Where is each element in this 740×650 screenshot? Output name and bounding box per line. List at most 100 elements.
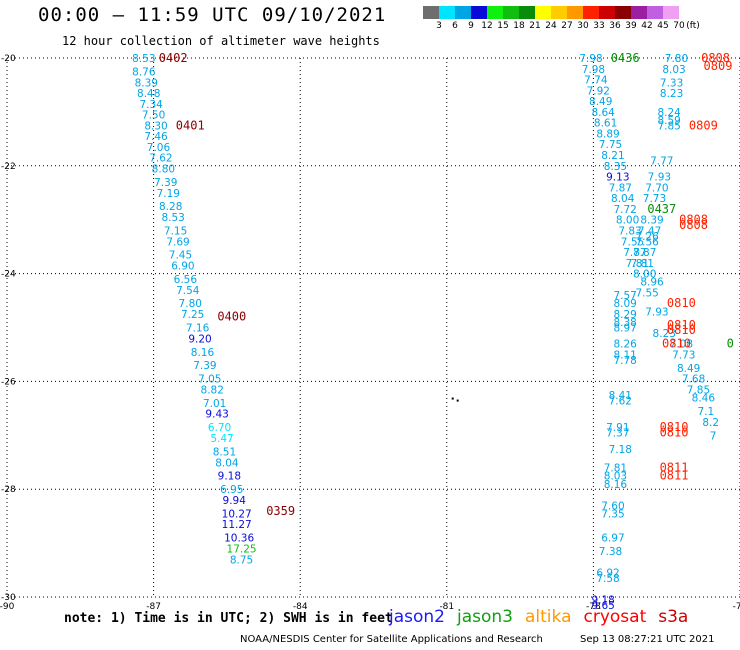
wave-height-value: 8.97: [613, 323, 636, 335]
wave-height-value: 7.87: [633, 247, 656, 259]
legend-labels: 3 6 9 12 15 18 21 24 27 30 33 36 39 42 45 70 (ft): [423, 19, 700, 31]
legend-bin-label: 3: [436, 21, 442, 31]
wave-height-value: 17.25: [227, 543, 257, 555]
wave-height-value: 7.1: [697, 406, 714, 418]
legend-bin-label: 18: [513, 21, 525, 31]
marker-dot: [451, 397, 454, 400]
wave-height-value: 7.37: [606, 428, 629, 440]
wave-height-value: 8.59: [657, 115, 680, 127]
pass-time-label: 0809: [689, 118, 718, 132]
wave-height-value: 7.06: [147, 142, 171, 154]
footnote: note: 1) Time is in UTC; 2) SWH is in fe…: [64, 611, 393, 626]
wave-height-value: 7.93: [648, 172, 671, 184]
wave-height-value: 9.94: [223, 495, 247, 507]
pass-time-label: 0437: [647, 202, 676, 216]
wave-height-value: 7.81: [631, 258, 654, 270]
wave-height-value: 7.54: [176, 285, 200, 297]
axis-ticks: -20 -22 -24 -26 -28 -30-90 -87 -84 -81 -78 -75: [0, 54, 740, 612]
wave-height-value: 8.00: [616, 215, 639, 227]
wave-height-value: 8.29: [613, 309, 636, 321]
wave-height-value: 8.49: [589, 96, 612, 108]
legend-bin-label: 24: [545, 21, 557, 31]
wave-height-value: 7.18: [609, 444, 632, 456]
legend-bin-label: 33: [593, 21, 605, 31]
legend-swatch: [615, 6, 631, 19]
wave-height-value: 8.51: [213, 446, 236, 458]
wave-height-value: 7.98: [582, 64, 605, 76]
wave-height-value: 7.34: [139, 99, 163, 111]
wave-height-value: 8.41: [609, 390, 632, 402]
wave-height-value: 11.27: [222, 519, 252, 531]
satellite-legend: jason2 jason3 altika cryosat s3a: [389, 607, 700, 627]
wave-height-value: 7.80: [665, 53, 688, 65]
wave-height-value: 7.83: [618, 225, 641, 237]
legend-swatch: [599, 6, 615, 19]
wave-height-value: 5.47: [210, 433, 233, 445]
wave-height-value: 10.36: [224, 533, 254, 545]
wave-height-value: 7.46: [144, 131, 168, 143]
wave-height-value: 7.93: [645, 306, 668, 318]
wave-height-points: 8.538.768.398.487.347.508.307.467.067.62…: [132, 53, 719, 612]
legend-bin-label: 42: [641, 21, 653, 31]
legend-swatch: [503, 6, 519, 19]
legend-swatch: [551, 6, 567, 19]
lon-tick-label: -78: [586, 602, 601, 612]
legend-swatch: [519, 6, 535, 19]
wave-height-value: 9.43: [205, 409, 228, 421]
wave-height-value: 8.35: [604, 161, 627, 173]
wave-height-value: 7.81: [626, 258, 649, 270]
pass-time-label: 0401: [176, 118, 205, 132]
pass-time-labels: 0402040104000359043604370808080908090808…: [159, 51, 734, 518]
wave-height-value: 7.80: [179, 298, 202, 310]
pass-time-label: 0811: [660, 461, 689, 475]
wave-height-value: 6.95: [220, 484, 243, 496]
generation-timestamp: Sep 13 08:27:21 UTC 2021: [580, 634, 715, 645]
wave-height-value: 8.96: [640, 277, 664, 289]
legend-swatch: [647, 6, 663, 19]
wave-height-value: 7.85: [657, 120, 680, 132]
wave-height-value: 7.55: [635, 287, 658, 299]
wave-height-value: 8.75: [230, 554, 253, 566]
wave-height-value: 8.00: [633, 269, 656, 281]
wave-height-value: 7.35: [601, 508, 624, 520]
legend-unit: (ft): [686, 21, 700, 31]
wave-height-value: 9.18: [218, 471, 241, 483]
wave-height-value: 7.68: [682, 374, 705, 386]
wave-height-value: 8.53: [132, 53, 155, 65]
wave-height-value: 7.38: [599, 546, 622, 558]
wave-height-value: 8.23: [660, 88, 683, 100]
wave-height-value: 9.65: [591, 600, 614, 612]
wave-height-value: 7.05: [198, 374, 221, 386]
wave-height-value: 6.70: [208, 422, 231, 434]
wave-height-value: 7.73: [672, 349, 695, 361]
wave-height-value: 7.45: [169, 250, 192, 262]
wave-height-value: 7.01: [203, 398, 226, 410]
legend-bin-label: 30: [577, 21, 589, 31]
wave-height-value: 8.04: [611, 193, 635, 205]
wave-height-value: 9.18: [591, 595, 614, 607]
wave-height-value: 8.82: [201, 384, 224, 396]
legend-swatch: [455, 6, 471, 19]
wave-height-value: 10.27: [222, 508, 252, 520]
legend-bin-label: 12: [481, 21, 493, 31]
wave-height-value: 7.78: [613, 355, 636, 367]
wave-height-value: 8.80: [152, 163, 175, 175]
pass-time-label: 0: [727, 337, 734, 351]
pass-time-label: 0808: [701, 51, 730, 65]
wave-height-value: 8.03: [662, 64, 685, 76]
wave-height-value: 7.74: [584, 75, 608, 87]
wave-height-value: 8.76: [132, 66, 156, 78]
lat-tick-label: -30: [1, 593, 16, 603]
lat-tick-label: -24: [1, 270, 16, 280]
wave-height-value: 6.90: [171, 261, 194, 273]
wave-height-value: 7.69: [166, 236, 189, 248]
legend-bin-label: 21: [529, 21, 541, 31]
wave-height-value: 7.62: [149, 153, 172, 165]
wave-height-value: 7.60: [601, 500, 624, 512]
wave-height-value: 6.56: [174, 274, 198, 286]
pass-time-label: 0809: [704, 59, 733, 73]
satellite-label-s3a: s3a: [658, 607, 689, 627]
lat-tick-label: -26: [1, 377, 16, 387]
wave-height-value: 7.62: [609, 395, 632, 407]
wave-height-value: 8.26: [613, 339, 637, 351]
